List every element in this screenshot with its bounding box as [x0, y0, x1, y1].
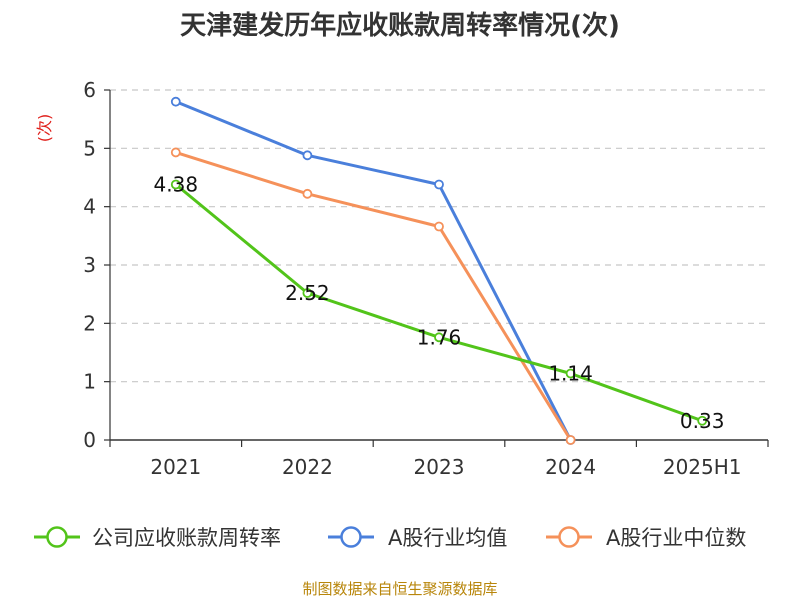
y-axis-label: (次) [35, 114, 54, 143]
x-tick-label: 2023 [414, 455, 465, 479]
data-point [302, 150, 313, 161]
y-tick-label: 5 [83, 136, 96, 160]
legend-item: 公司应收账款周转率 [34, 526, 281, 550]
data-point [434, 179, 444, 190]
legend-item: A股行业中位数 [546, 526, 746, 550]
y-tick-label: 3 [83, 253, 96, 277]
data-labels: 4.38 2.52 1.76 1.14 0.33 [154, 173, 725, 433]
data-label: 1.76 [417, 325, 462, 349]
data-point [565, 368, 576, 379]
data-point [434, 332, 444, 343]
y-tick-label: 2 [83, 311, 96, 335]
data-point [302, 288, 313, 298]
data-label: 4.38 [154, 173, 199, 197]
x-tick-label: 2022 [282, 455, 333, 479]
data-label: 2.52 [285, 281, 330, 305]
series-line [174, 100, 573, 442]
legend-label: A股行业均值 [388, 526, 507, 550]
x-tick-label: 2025H1 [663, 455, 742, 479]
data-point [565, 435, 576, 445]
series-line [174, 183, 704, 423]
data-label: 1.14 [548, 362, 593, 386]
data-point [170, 96, 181, 107]
x-tick-label: 2024 [545, 455, 596, 479]
x-tick-label: 2021 [150, 455, 201, 479]
source-note: 制图数据来自恒生聚源数据库 [302, 580, 497, 598]
data-label: 0.33 [680, 409, 725, 433]
legend-item: A股行业均值 [328, 526, 507, 550]
data-point [302, 188, 313, 199]
y-tick-label: 1 [83, 370, 96, 394]
legend: 公司应收账款周转率 A股行业均值 A股行业中位数 [34, 526, 746, 550]
legend-marker [340, 526, 362, 548]
legend-marker [46, 526, 68, 548]
chart-title: 天津建发历年应收账款周转率情况(次) [180, 10, 620, 41]
y-tick-label: 4 [83, 195, 96, 219]
data-point [170, 179, 181, 190]
axes: 0 1 2 3 4 5 6 2021 2022 2023 2024 2025H1 [83, 78, 769, 479]
data-point [434, 221, 444, 232]
series-line [174, 150, 573, 442]
y-tick-label: 6 [83, 78, 96, 102]
data-point [170, 147, 181, 158]
legend-label: A股行业中位数 [606, 526, 746, 550]
data-point [697, 415, 708, 426]
y-tick-label: 0 [83, 428, 96, 452]
series-lines [174, 100, 704, 442]
legend-marker [558, 526, 580, 548]
data-points [170, 96, 708, 445]
legend-label: 公司应收账款周转率 [92, 526, 281, 550]
